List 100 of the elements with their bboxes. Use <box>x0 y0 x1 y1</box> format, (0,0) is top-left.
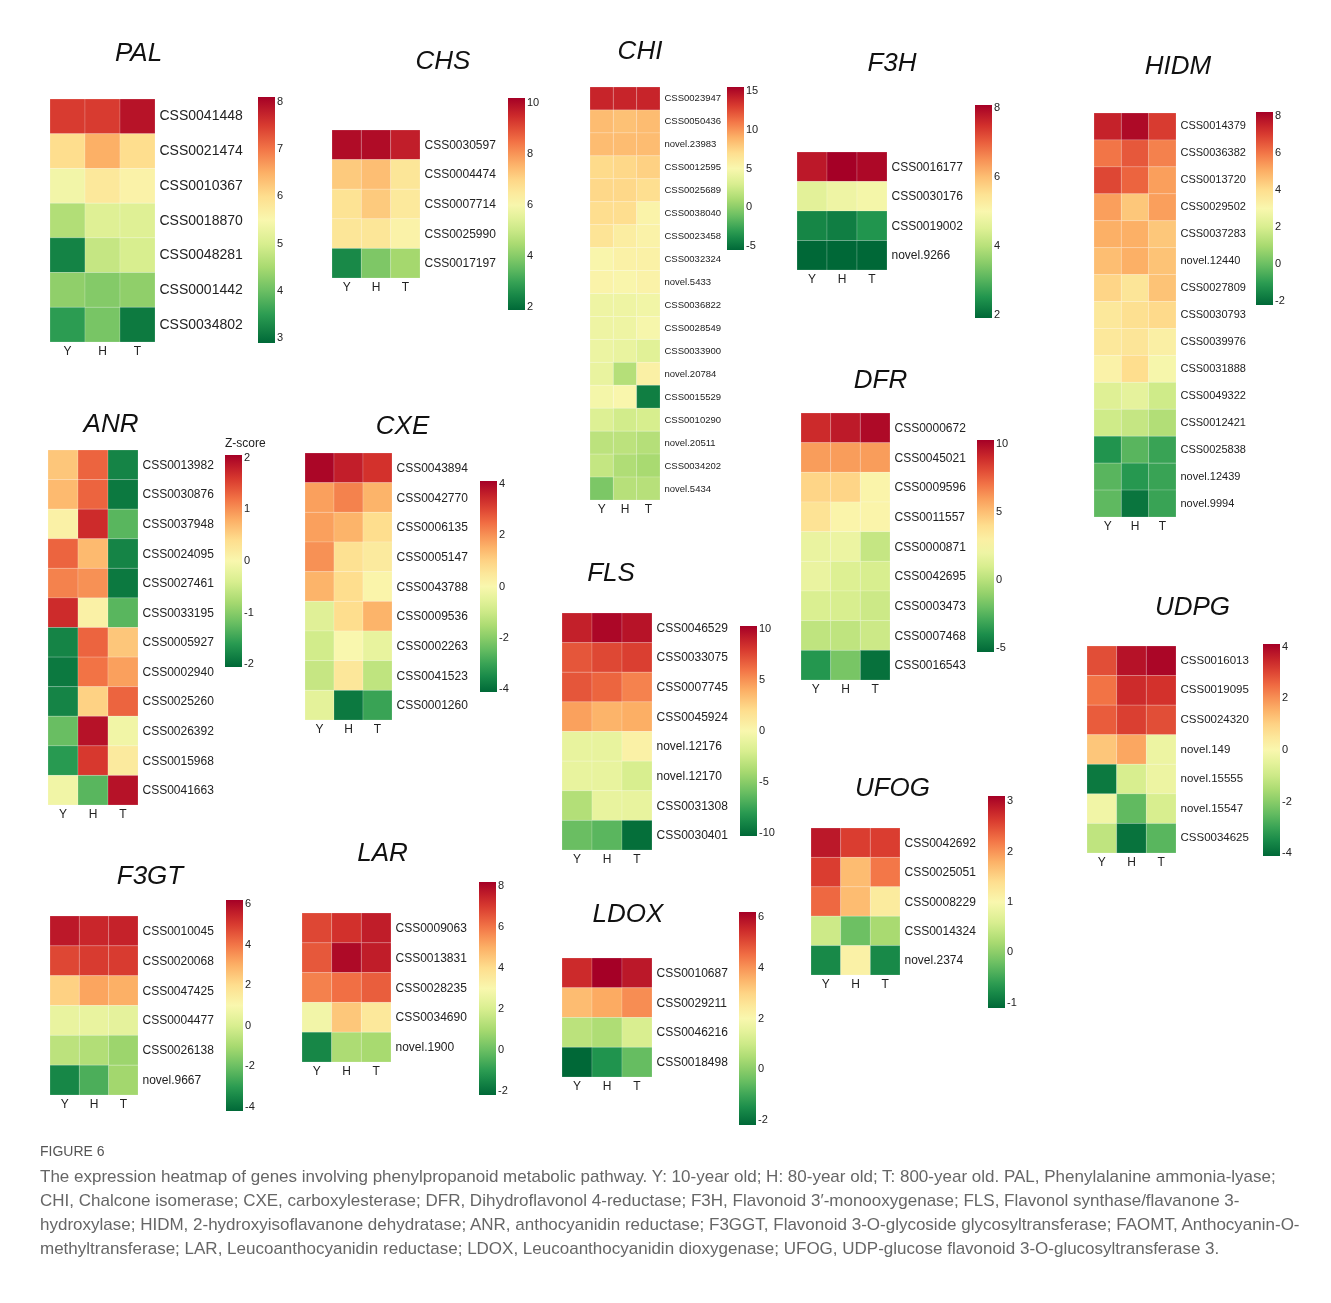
x-tick-label: T <box>372 1063 381 1078</box>
x-tick-label: Y <box>821 976 830 991</box>
color-bar-label: 0 <box>245 1018 252 1031</box>
x-tick-label: T <box>401 279 410 294</box>
caption: FIGURE 6 <box>40 1143 106 1159</box>
y-tick-label: CSS0033075 <box>656 650 729 665</box>
y-tick-label: CSS0033900 <box>664 344 722 356</box>
y-tick-label: CSS0030176 <box>891 189 964 204</box>
color-bar-label: 4 <box>994 238 1001 251</box>
y-tick-label: CSS0045924 <box>656 709 729 724</box>
y-tick-label: CSS0034202 <box>664 459 722 471</box>
y-tick-label: CSS0029502 <box>1180 200 1246 213</box>
x-tick-label: H <box>371 279 381 294</box>
y-tick-label: novel.9994 <box>1180 496 1235 509</box>
chart-title: LAR <box>357 837 408 867</box>
color-bar-label: 0 <box>1282 743 1289 755</box>
color-bar-label: 0 <box>498 1042 505 1055</box>
y-tick-label: novel.12176 <box>656 739 723 754</box>
color-bar-label: -2 <box>1282 794 1292 807</box>
x-tick-label: T <box>633 1078 642 1093</box>
color-bar-label: -2 <box>758 1112 768 1125</box>
chart-title: CHS <box>415 45 472 75</box>
chart-title: CHI <box>617 34 663 65</box>
x-tick-label: Y <box>1097 854 1106 869</box>
color-bar-label: 6 <box>245 897 252 910</box>
y-tick-label: CSS0036382 <box>1180 146 1246 159</box>
y-tick-label: CSS0010367 <box>159 176 243 193</box>
color-bar-label: 2 <box>245 978 252 991</box>
y-tick-label: CSS0041448 <box>159 107 243 124</box>
y-tick-label: CSS0009063 <box>395 920 468 935</box>
y-tick-label: CSS0013720 <box>1180 173 1246 186</box>
y-tick-label: CSS0012421 <box>1180 415 1246 428</box>
y-tick-label: novel.5433 <box>664 276 711 288</box>
x-tick-label: H <box>89 1096 99 1111</box>
x-tick-label: Y <box>807 271 817 286</box>
color-bar-label: -4 <box>245 1099 255 1112</box>
color-bar-label: 10 <box>746 122 759 135</box>
color-bar-label: -1 <box>1007 995 1017 1008</box>
x-tick-label: Y <box>342 279 351 294</box>
x-tick-label: Y <box>572 1078 582 1093</box>
chart-title: DFR <box>853 363 908 394</box>
y-tick-label: CSS0013982 <box>142 457 215 472</box>
y-tick-label: CSS0043788 <box>396 579 469 594</box>
y-tick-label: CSS0014324 <box>904 923 977 938</box>
x-tick-label: Y <box>312 1063 321 1078</box>
text: The expression heatmap of genes involving phenylpropanoid metabolic pathway. Y: 10-year old; H: 80-year old; T: 800-year old. PAL, Phenylalanine ammonia-lyase; CHI, Chalcone isomerase; CXE, carboxylesterase; DFR, Dihydroflavonol 4-reductase; F3H, Flavonoid 3′-monooxygenase; FLS, Flavonol synthase/flavanone 3-hydroxylase; HIDM, 2-hydroxyisoflavanone dehydratase; ANR, anthocyanidin reductase; F3GGT, Flavonoid 3-O-glycoside glycosyltransferase; FAOMT, Anthocyanin-O-methyltransferase; LAR, Leucoanthocyanidin reductase; LDOX, Leucoanthocyanidin dioxygenase; UFOG, UDP-glucose flavonoid 3-O-glucosyltransferase 3. <box>40 1166 1301 1260</box>
color-bar-label: 2 <box>527 300 534 313</box>
y-tick-label: CSS0042770 <box>396 490 469 505</box>
y-tick-label: CSS0042692 <box>904 835 977 850</box>
x-tick-label: Y <box>315 721 324 736</box>
color-bar-label: 5 <box>277 236 284 249</box>
color-bar-label: 2 <box>1275 220 1282 233</box>
chart-title: FLS <box>587 556 636 587</box>
x-tick-label: H <box>851 976 860 991</box>
y-tick-label: CSS0016543 <box>894 658 967 673</box>
y-tick-label: CSS0015968 <box>142 753 215 768</box>
y-tick-label: CSS0041663 <box>142 783 215 798</box>
x-tick-label: T <box>133 343 142 358</box>
color-bar-label: -10 <box>759 825 775 838</box>
y-tick-label: CSS0009536 <box>396 609 469 624</box>
color-bar-label: 4 <box>1282 639 1289 652</box>
y-tick-label: CSS0037948 <box>142 516 215 531</box>
y-tick-label: novel.9266 <box>891 248 951 263</box>
color-bar-label: 2 <box>1007 844 1014 857</box>
y-tick-label: CSS0034690 <box>395 1010 468 1025</box>
y-tick-label: CSS0024095 <box>142 546 215 561</box>
color-bar-label: 6 <box>758 910 765 923</box>
chart-title: UFOG <box>854 772 931 802</box>
color-bar-label: 0 <box>499 579 506 592</box>
y-tick-label: CSS0002263 <box>396 638 469 653</box>
y-tick-label: CSS0046529 <box>656 620 729 635</box>
x-tick-label: T <box>881 976 890 991</box>
y-tick-label: novel.20784 <box>664 367 717 379</box>
x-tick-label: Y <box>1103 518 1112 533</box>
y-tick-label: CSS0049322 <box>1180 388 1246 401</box>
y-tick-label: CSS0007714 <box>424 197 497 211</box>
y-tick-label: CSS0016013 <box>1180 653 1249 666</box>
color-bar-label: 8 <box>498 879 505 892</box>
y-tick-label: CSS0014379 <box>1180 119 1246 132</box>
y-tick-label: CSS0029211 <box>656 995 728 1010</box>
color-bar-label: 10 <box>759 622 772 635</box>
y-tick-label: CSS0027461 <box>142 576 215 591</box>
x-tick-label: H <box>620 501 630 516</box>
color-bar-label: 5 <box>996 505 1003 518</box>
color-bar-label: -2 <box>244 657 254 670</box>
color-bar-label: 0 <box>244 554 251 566</box>
x-tick-label: H <box>602 851 612 866</box>
y-tick-label: novel.5434 <box>664 482 711 494</box>
y-tick-label: CSS0046216 <box>656 1025 729 1040</box>
y-tick-label: CSS0036822 <box>664 298 722 310</box>
y-tick-label: CSS0027809 <box>1180 281 1246 294</box>
color-bar-label: 0 <box>996 572 1003 585</box>
y-tick-label: CSS0025838 <box>1180 442 1246 455</box>
y-tick-label: CSS0013831 <box>395 950 468 965</box>
x-tick-label: H <box>88 806 98 821</box>
x-tick-label: T <box>871 681 880 696</box>
x-tick-label: T <box>119 1096 128 1111</box>
color-bar-label: 0 <box>758 1062 765 1075</box>
color-bar-label: -5 <box>759 774 769 787</box>
x-tick-label: Y <box>63 343 72 358</box>
